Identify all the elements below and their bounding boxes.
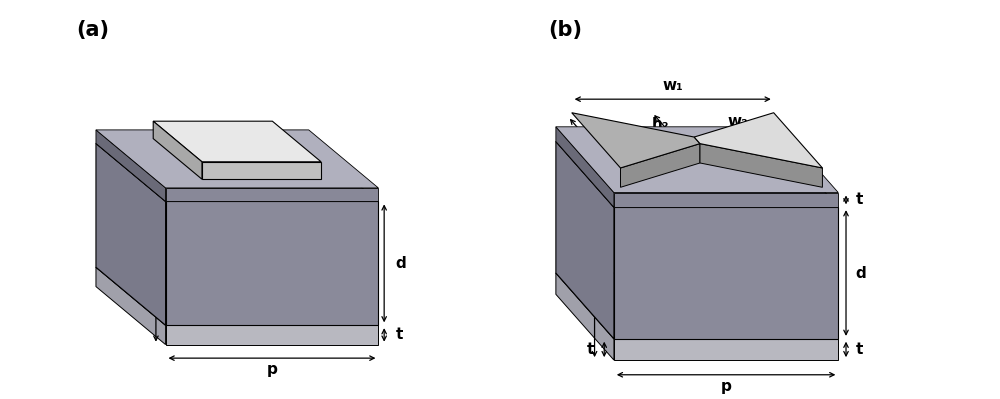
Text: t: t — [144, 187, 152, 202]
Text: p: p — [570, 276, 581, 291]
Text: p: p — [721, 379, 732, 394]
Text: d: d — [856, 265, 866, 280]
Polygon shape — [96, 267, 378, 325]
Polygon shape — [556, 127, 838, 193]
Polygon shape — [614, 339, 838, 360]
Polygon shape — [96, 143, 378, 201]
Text: (b): (b) — [548, 20, 582, 40]
Polygon shape — [620, 144, 700, 187]
Text: h₁: h₁ — [585, 133, 602, 148]
Text: t: t — [856, 342, 863, 357]
Polygon shape — [556, 142, 838, 207]
Text: w₂: w₂ — [727, 114, 748, 129]
Text: t: t — [396, 328, 403, 342]
Polygon shape — [166, 201, 378, 325]
Polygon shape — [166, 325, 378, 345]
Polygon shape — [614, 193, 838, 207]
Text: h₂: h₂ — [651, 117, 669, 132]
Text: a: a — [256, 188, 267, 203]
Text: (a): (a) — [77, 20, 110, 40]
Polygon shape — [96, 267, 166, 345]
Polygon shape — [694, 113, 822, 168]
Polygon shape — [96, 143, 166, 325]
Polygon shape — [614, 207, 838, 339]
Text: p: p — [132, 265, 142, 280]
Polygon shape — [202, 162, 321, 179]
Polygon shape — [556, 273, 614, 360]
Polygon shape — [556, 142, 614, 339]
Text: w₁: w₁ — [662, 78, 683, 93]
Text: t: t — [587, 342, 595, 357]
Text: t: t — [856, 192, 863, 207]
Polygon shape — [572, 113, 700, 168]
Polygon shape — [556, 273, 838, 339]
Polygon shape — [556, 127, 614, 207]
Text: p: p — [267, 362, 277, 377]
Polygon shape — [96, 130, 378, 188]
Polygon shape — [153, 121, 202, 179]
Polygon shape — [153, 121, 321, 162]
Polygon shape — [166, 188, 378, 201]
Polygon shape — [700, 144, 822, 187]
Text: a: a — [151, 147, 161, 162]
Polygon shape — [96, 130, 166, 201]
Text: d: d — [396, 256, 407, 271]
